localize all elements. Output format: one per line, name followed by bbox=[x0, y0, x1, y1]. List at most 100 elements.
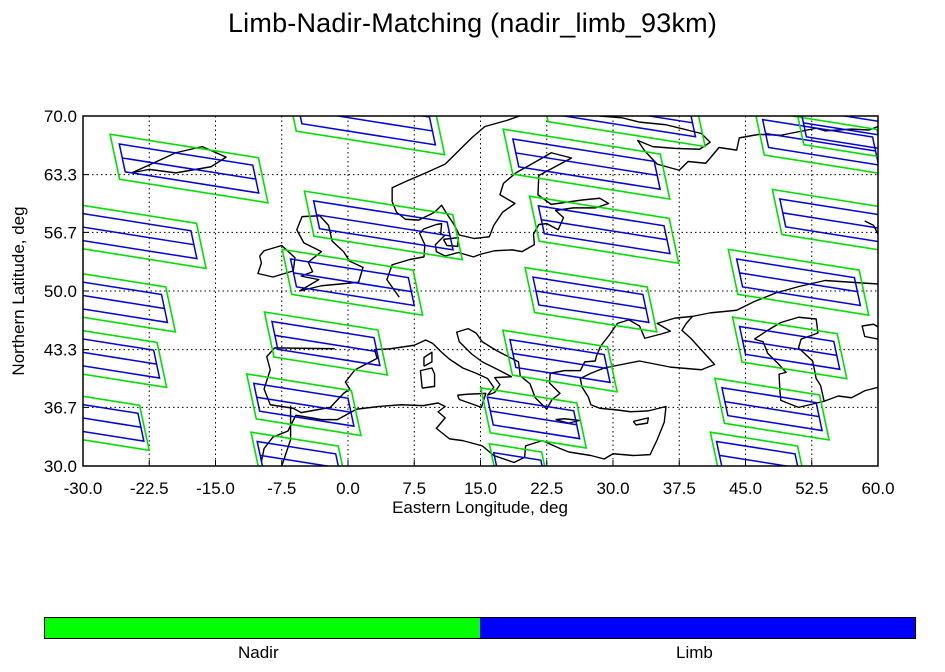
limb-footprint bbox=[299, 116, 437, 146]
limb-scan-line bbox=[535, 290, 646, 310]
y-tick-label: 63.3 bbox=[44, 166, 77, 185]
limb-footprint bbox=[508, 338, 612, 384]
limb-scan-line bbox=[782, 212, 878, 229]
nadir-footprint bbox=[528, 195, 680, 265]
limb-scan-line bbox=[541, 219, 668, 241]
limb-scan-line bbox=[316, 214, 451, 237]
scene bbox=[249, 431, 344, 466]
scene bbox=[546, 116, 707, 148]
limb-footprint bbox=[83, 281, 169, 324]
nadir-footprint bbox=[755, 116, 878, 174]
limb-footprint bbox=[559, 116, 697, 138]
x-tick-label: 60.0 bbox=[861, 479, 894, 498]
limb-footprint bbox=[720, 386, 824, 432]
scene bbox=[528, 195, 680, 265]
map-plot: -30.0 -22.5 -15.0 -7.5 0.0 7.5 15.0 22.5 30.0 37.… bbox=[9, 107, 895, 517]
nadir-footprint bbox=[83, 273, 177, 333]
nadir-footprint bbox=[249, 431, 344, 466]
limb-footprint bbox=[738, 325, 841, 371]
x-tick-label: -15.0 bbox=[196, 479, 235, 498]
coastline bbox=[263, 315, 716, 460]
coastline bbox=[260, 402, 570, 464]
nadir-footprint bbox=[479, 386, 588, 449]
scene bbox=[263, 311, 389, 376]
x-tick-label: 37.5 bbox=[663, 479, 696, 498]
scene bbox=[796, 116, 878, 158]
scene bbox=[479, 386, 588, 449]
y-tick-label: 30.0 bbox=[44, 457, 77, 476]
nadir-footprint bbox=[524, 266, 658, 333]
legend-swatch-nadir bbox=[45, 618, 480, 638]
coastline bbox=[632, 417, 650, 426]
limb-footprint bbox=[83, 338, 161, 379]
nadir-footprint bbox=[83, 329, 168, 389]
limb-scan-line bbox=[490, 410, 577, 426]
scene bbox=[771, 188, 878, 251]
nadir-footprint bbox=[771, 188, 878, 251]
scene bbox=[292, 116, 446, 156]
limb-scan-line bbox=[274, 334, 378, 353]
scene bbox=[245, 372, 362, 437]
coastline bbox=[864, 220, 878, 235]
nadir-footprint bbox=[727, 248, 870, 317]
y-tick-labels: 30.0 36.7 43.3 50.0 56.7 63.3 70.0 bbox=[44, 107, 89, 476]
x-tick-label: 15.0 bbox=[464, 479, 497, 498]
limb-footprint bbox=[83, 403, 145, 443]
limb-footprint bbox=[312, 199, 455, 251]
limb-footprint bbox=[492, 451, 543, 466]
coastline bbox=[442, 236, 460, 248]
nadir-footprint bbox=[709, 431, 803, 466]
nadir-footprint bbox=[83, 204, 208, 270]
legend-swatch-limb bbox=[480, 618, 915, 638]
x-tick-label: -30.0 bbox=[64, 479, 103, 498]
limb-footprint bbox=[761, 118, 878, 166]
limb-footprint bbox=[118, 143, 260, 194]
coastline bbox=[555, 418, 581, 424]
nadir-footprint bbox=[488, 442, 546, 466]
limb-scan-line bbox=[724, 400, 820, 418]
scene bbox=[83, 395, 151, 452]
coastline bbox=[753, 316, 825, 409]
x-tick-label: 52.5 bbox=[795, 479, 828, 498]
legend-label-nadir: Nadir bbox=[238, 643, 279, 662]
limb-footprint bbox=[252, 382, 355, 428]
nadir-footprint bbox=[245, 372, 362, 437]
coastline bbox=[599, 116, 878, 171]
limb-scan-line bbox=[496, 465, 498, 466]
limb-scan-line bbox=[333, 116, 433, 132]
nadir-footprint bbox=[796, 116, 878, 158]
legend-label-limb: Limb bbox=[676, 643, 713, 662]
coastline bbox=[423, 351, 433, 367]
x-axis-label: Eastern Longitude, deg bbox=[392, 498, 568, 517]
scene bbox=[713, 377, 831, 441]
scene bbox=[727, 248, 870, 317]
x-tick-label: 0.0 bbox=[336, 479, 360, 498]
limb-footprint bbox=[83, 212, 198, 260]
nadir-footprint bbox=[303, 190, 464, 261]
limb-scan-line bbox=[256, 396, 352, 413]
coastline bbox=[131, 145, 227, 174]
scene bbox=[83, 329, 168, 389]
limb-scan-line bbox=[742, 339, 837, 357]
x-tick-label: 45.0 bbox=[729, 479, 762, 498]
scene bbox=[488, 442, 546, 466]
x-tick-label: 22.5 bbox=[530, 479, 563, 498]
limb-footprint bbox=[715, 440, 799, 466]
nadir-footprint bbox=[546, 116, 707, 148]
coastline bbox=[692, 279, 878, 318]
scene bbox=[755, 116, 878, 174]
nadir-footprint bbox=[263, 311, 389, 376]
coastline bbox=[386, 116, 610, 298]
x-tick-labels: -30.0 -22.5 -15.0 -7.5 0.0 7.5 15.0 22.5 30.0 37.… bbox=[64, 460, 895, 498]
nadir-footprint bbox=[713, 377, 831, 441]
scene bbox=[83, 204, 208, 270]
coastline bbox=[823, 386, 878, 402]
coastline bbox=[456, 392, 487, 409]
y-tick-label: 43.3 bbox=[44, 341, 77, 360]
nadir-footprint bbox=[281, 248, 424, 317]
scene bbox=[83, 273, 177, 333]
scene bbox=[109, 133, 269, 204]
limb-scan-line bbox=[122, 157, 256, 180]
x-tick-label: 7.5 bbox=[402, 479, 426, 498]
limb-footprint bbox=[532, 276, 650, 324]
